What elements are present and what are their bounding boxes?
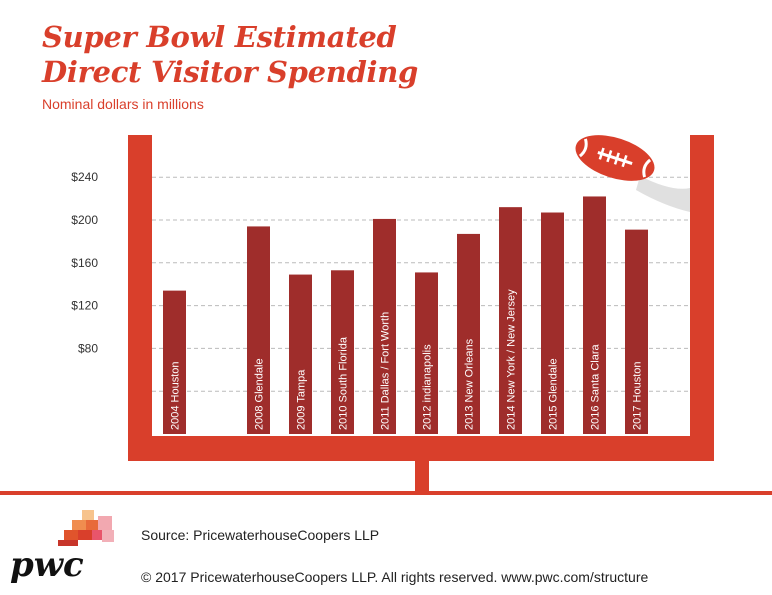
bar-label: 2015 Glendale — [548, 358, 560, 430]
football-icon — [575, 135, 690, 212]
ground-line — [0, 491, 772, 495]
bar-label: 2011 Dallas / Fort Worth — [380, 312, 392, 430]
bar-label: 2010 South Florida — [338, 336, 350, 430]
bar-label: 2004 Houston — [170, 362, 182, 431]
y-tick-label: $200 — [71, 213, 98, 227]
bar-label: 2017 Houston — [632, 362, 644, 431]
football-stitch — [621, 154, 628, 168]
bars — [163, 196, 648, 434]
football-stripe — [642, 158, 652, 178]
chart-subtitle: Nominal dollars in millions — [42, 96, 204, 112]
bar — [457, 233, 480, 434]
title-line-1: Super Bowl Estimated — [42, 20, 397, 54]
bar-labels: 2004 Houston 2008 Glendale 2009 Tampa 2010 … — [170, 289, 644, 430]
bar — [625, 229, 648, 434]
bar — [583, 196, 606, 434]
goalpost-crossbar — [128, 436, 714, 461]
goalpost — [0, 135, 772, 495]
football-stitch — [598, 147, 605, 160]
bar — [247, 226, 270, 434]
pwc-logo-mark-icon — [58, 510, 114, 546]
football-stripe — [578, 138, 588, 158]
pwc-logo-text: pwc — [10, 545, 84, 585]
y-tick-label: $80 — [78, 341, 98, 355]
bar — [289, 274, 312, 434]
chart-title: Super Bowl Estimated Direct Visitor Spen… — [42, 20, 418, 90]
goalpost-right-upright — [690, 135, 714, 461]
bar-label: 2008 Glendale — [254, 358, 266, 430]
bar — [373, 218, 396, 434]
goalpost-stem — [415, 461, 429, 493]
bar-label: 2012 indianapolis — [422, 344, 434, 430]
football-stitch — [613, 152, 620, 165]
y-tick-label: $160 — [71, 256, 98, 270]
title-line-2: Direct Visitor Spending — [42, 55, 419, 89]
bar — [415, 272, 438, 434]
bar-label: 2013 New Orleans — [464, 338, 476, 430]
source-note: Source: PricewaterhouseCoopers LLP — [141, 527, 380, 543]
bar — [331, 270, 354, 434]
motion-trail — [636, 176, 690, 212]
bar-chart: $80 $120 $160 $200 $240 2004 Houston 2008 Gle… — [0, 135, 772, 495]
bar — [499, 207, 522, 434]
goalpost-left-upright — [128, 135, 152, 461]
bar-label: 2016 Santa Clara — [590, 344, 602, 430]
football-stitch — [606, 150, 613, 163]
bar-label: 2014 New York / New Jersey — [506, 289, 518, 430]
bar — [541, 212, 564, 434]
copyright-note: © 2017 PricewaterhouseCoopers LLP. All r… — [141, 569, 649, 585]
y-tick-label: $240 — [71, 170, 98, 184]
football — [575, 135, 655, 181]
football-lace — [597, 151, 633, 165]
y-tick-label: $120 — [71, 299, 98, 313]
bar — [163, 290, 186, 434]
y-axis-ticks: $80 $120 $160 $200 $240 — [71, 170, 98, 355]
bar-label: 2009 Tampa — [296, 369, 308, 430]
